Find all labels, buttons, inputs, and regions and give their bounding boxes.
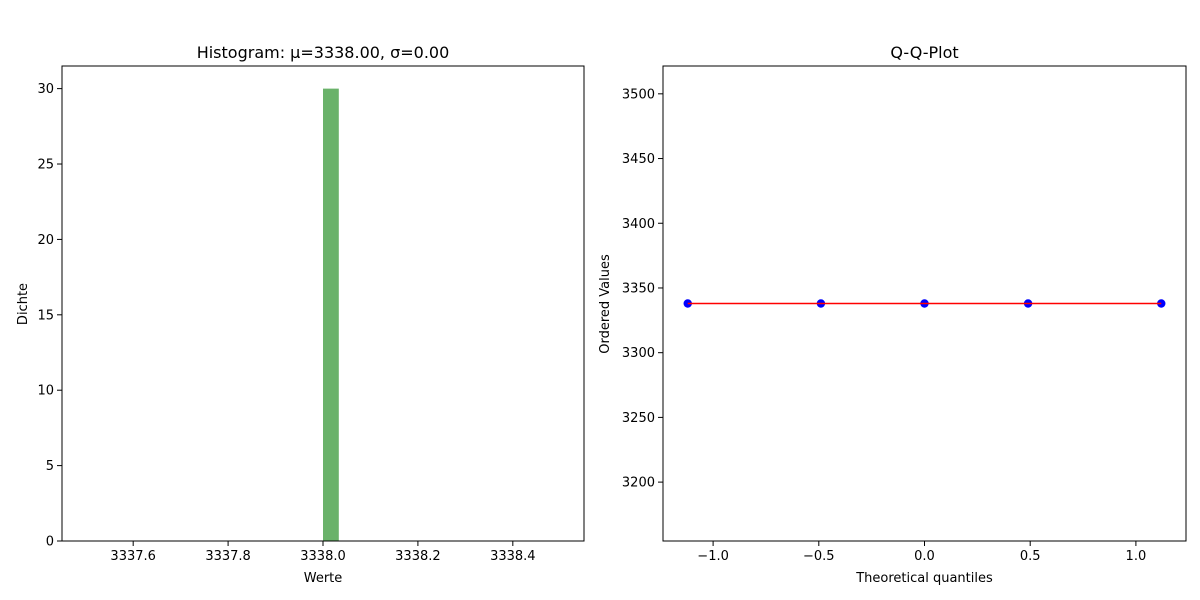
- qq-plot-x-tick-label: 0.0: [914, 549, 935, 564]
- histogram-x-tick-label: 3338.0: [300, 549, 346, 564]
- histogram-x-tick-label: 3337.6: [110, 549, 156, 564]
- qq-plot-x-tick-label: 0.5: [1020, 549, 1041, 564]
- qq-plot-y-tick-label: 3300: [622, 346, 655, 361]
- histogram-y-ticks: 0 5 10 15 20 25 30: [37, 82, 62, 550]
- qq-plot-y-tick-label: 3400: [622, 217, 655, 232]
- qq-plot-x-ticks: −1.0 −0.5 0.0 0.5 1.0: [697, 541, 1146, 564]
- qq-plot-y-tick-label: 3350: [622, 281, 655, 296]
- qq-plot-y-tick-label: 3500: [622, 87, 655, 102]
- histogram-axes-frame: [61, 65, 585, 542]
- qq-plot-y-label: Ordered Values: [598, 254, 613, 354]
- histogram-title: Histogram: μ=3338.00, σ=0.00: [197, 43, 450, 62]
- histogram-y-tick-label: 30: [37, 82, 54, 97]
- qq-plot-x-tick-label: 1.0: [1126, 549, 1147, 564]
- histogram-x-tick-label: 3338.4: [490, 549, 536, 564]
- histogram-x-ticks: 3337.6 3337.8 3338.0 3338.2 3338.4: [110, 541, 536, 564]
- histogram-y-tick-label: 25: [37, 158, 54, 173]
- qq-plot-title: Q-Q-Plot: [890, 43, 958, 62]
- histogram-bar: [323, 88, 339, 541]
- qq-plot-y-tick-label: 3250: [622, 411, 655, 426]
- qq-plot-axes-frame: [662, 65, 1187, 542]
- qq-plot-y-ticks: 3200 3250 3300 3350 3400 3450 3500: [622, 87, 663, 491]
- qq-plot-x-tick-label: −0.5: [803, 549, 835, 564]
- qq-plot-panel: Q-Q-Plot −1.0 −0.5 0.0 0.5 1.0 3200325033003…: [598, 43, 1187, 586]
- qq-plot-x-tick-label: −1.0: [697, 549, 729, 564]
- histogram-x-tick-label: 3338.2: [395, 549, 441, 564]
- qq-plot-marks: [683, 299, 1166, 308]
- histogram-marks: [323, 88, 339, 541]
- histogram-y-tick-label: 5: [46, 459, 54, 474]
- histogram-x-tick-label: 3337.8: [205, 549, 251, 564]
- qq-plot-x-label: Theoretical quantiles: [855, 571, 993, 586]
- histogram-y-label: Dichte: [16, 283, 31, 325]
- histogram-x-label: Werte: [304, 571, 343, 586]
- histogram-y-tick-label: 0: [46, 535, 54, 550]
- qq-plot-y-tick-label: 3200: [622, 476, 655, 491]
- histogram-y-tick-label: 20: [37, 233, 54, 248]
- histogram-panel: Histogram: μ=3338.00, σ=0.00 3337.6 3337.…: [16, 43, 585, 586]
- qq-plot-y-tick-label: 3450: [622, 152, 655, 167]
- histogram-y-tick-label: 10: [37, 384, 54, 399]
- histogram-y-tick-label: 15: [37, 308, 54, 323]
